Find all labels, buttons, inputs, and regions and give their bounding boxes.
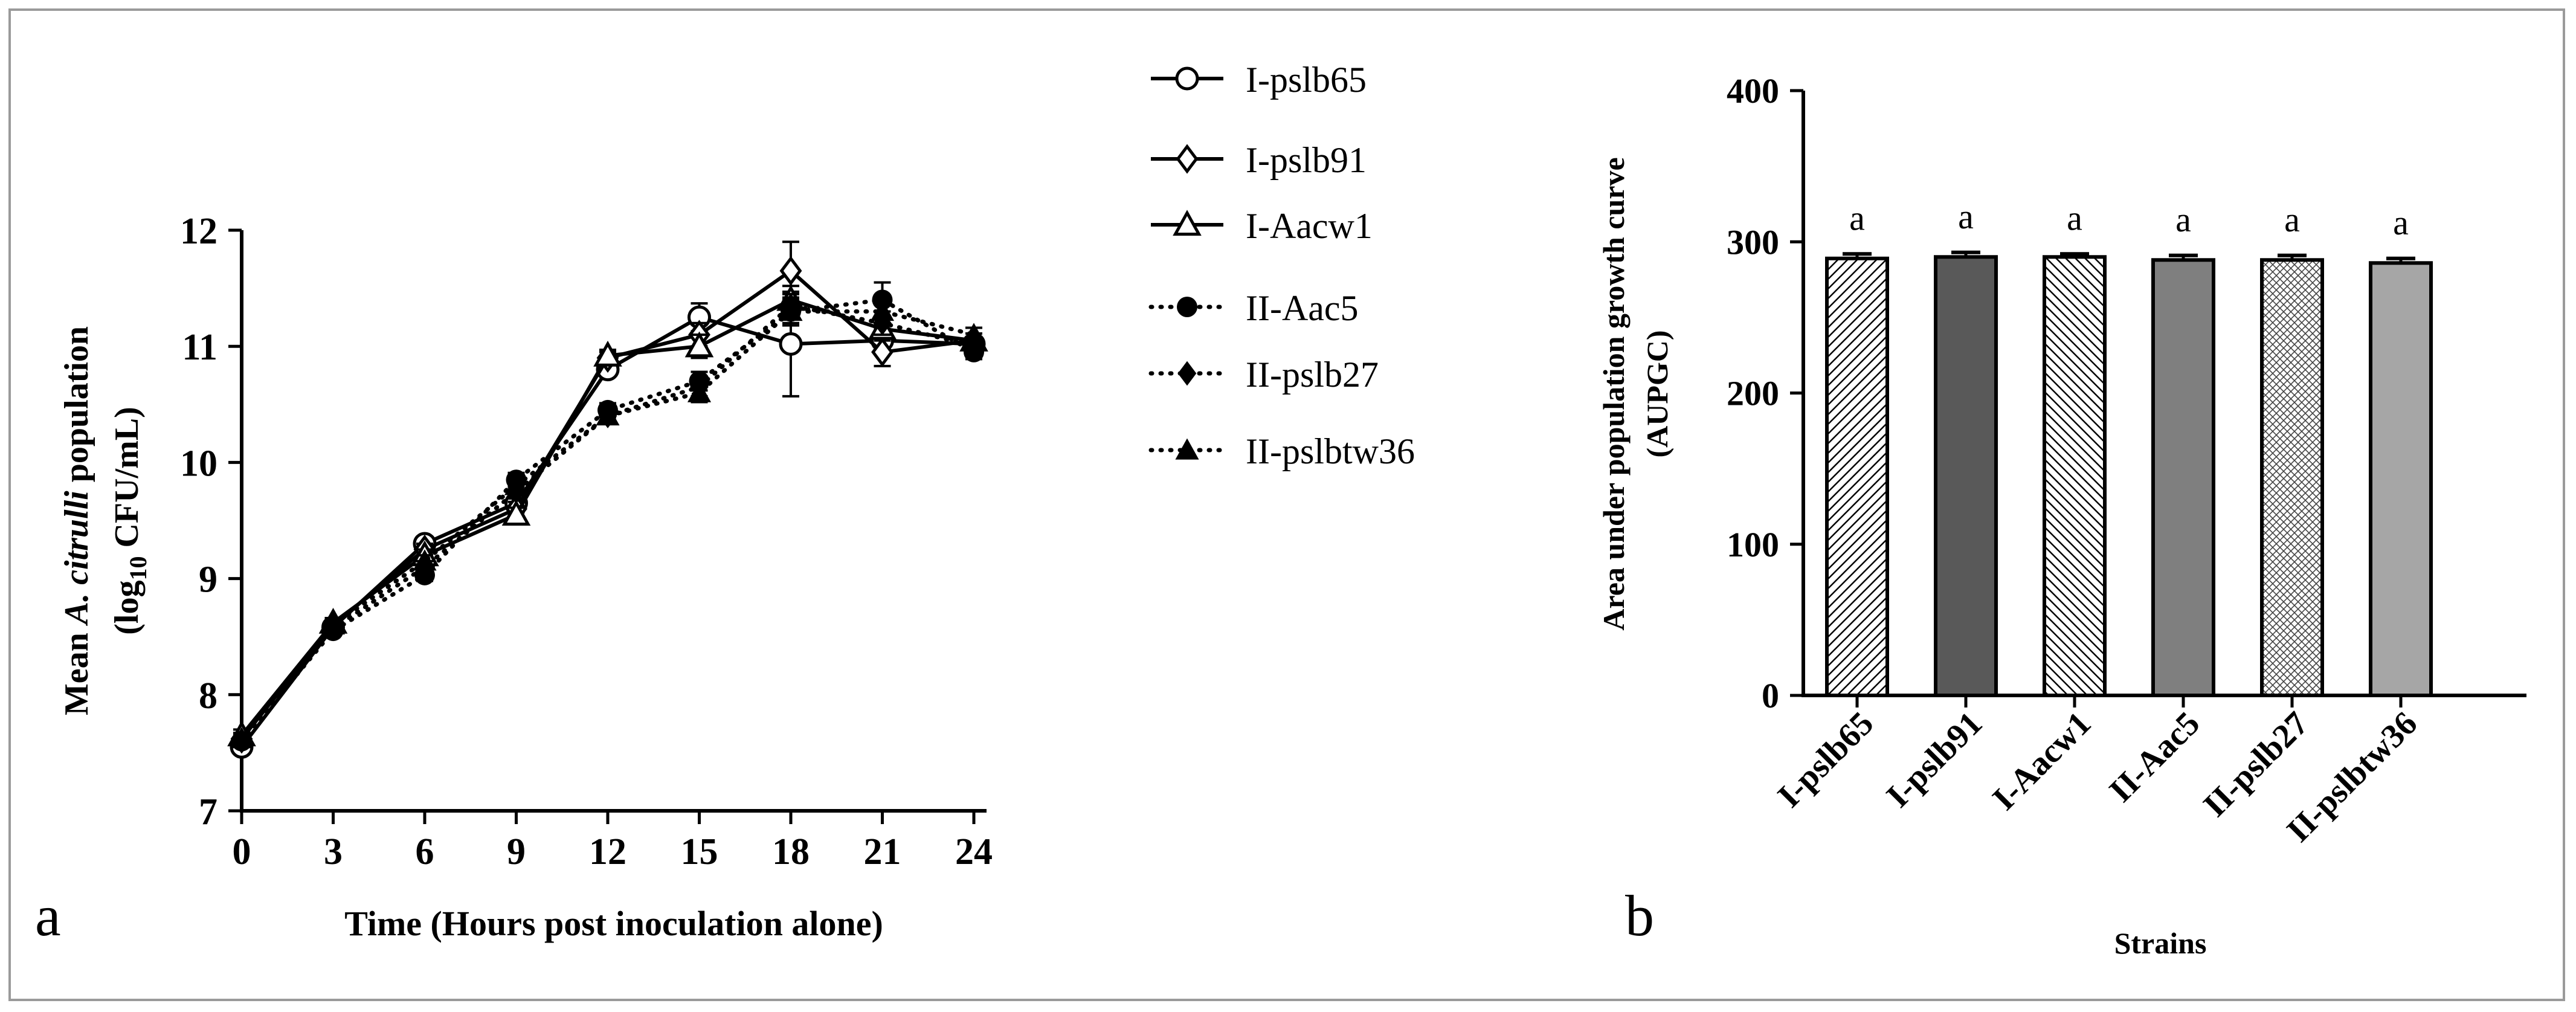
significance-letter: a: [2067, 198, 2082, 237]
y-axis-ticks: 7 8 9 10 11 12: [180, 211, 242, 833]
bar-chart-panel-b: 0 100 200 300 400 a a a a a a I-pslb65I-pslb91I-A…: [1597, 71, 2526, 960]
legend-item: II-pslb27: [1148, 355, 1379, 395]
y-axis-title-line2: (AUPGC): [1640, 330, 1674, 457]
x-axis-title: Time (Hours post inoculation alone): [344, 904, 883, 943]
significance-letter: a: [2284, 200, 2300, 239]
x-tick-label: II-Aac5: [2102, 704, 2207, 810]
significance-letter: a: [1849, 198, 1865, 237]
data-point: [504, 474, 529, 495]
x-tick-label: 0: [233, 831, 251, 872]
bar-II-pslb27: a: [2260, 200, 2324, 697]
legend-label: I-pslb91: [1246, 140, 1367, 180]
x-tick-label: I-pslb65: [1771, 704, 1881, 814]
y-tick-label: 9: [199, 559, 217, 601]
data-point: [321, 613, 346, 635]
bar-I-Aacw1: a: [2043, 198, 2107, 697]
significance-letter: a: [1958, 197, 1974, 236]
y-tick-label: 400: [1727, 71, 1779, 111]
x-tick-label: 18: [772, 831, 810, 872]
data-point: [779, 332, 803, 356]
data-point: [596, 404, 620, 426]
x-tick-label: I-pslb91: [1879, 704, 1989, 814]
significance-letter: a: [2175, 200, 2191, 239]
y-tick-label: 0: [1762, 676, 1779, 715]
y-tick-label: 12: [180, 211, 217, 252]
x-tick-label: 9: [507, 831, 526, 872]
x-axis-ticks: 0 3 6 9 12 15 18 21 24: [233, 811, 993, 872]
legend-item: I-pslb65: [1151, 60, 1367, 100]
legend-item: I-pslb91: [1151, 140, 1367, 180]
x-tick-label: 3: [324, 831, 343, 872]
legend-item: II-Aac5: [1148, 288, 1359, 328]
bar: [1934, 255, 1998, 697]
y-axis-title-line1: Area under population growth curve: [1597, 157, 1631, 630]
legend: I-pslb65 I-pslb91 I-Aacw1 II-Aac5 II-pslb27 I…: [1148, 60, 1415, 471]
legend-item: I-Aacw1: [1151, 206, 1373, 246]
series-I-pslb91: [230, 240, 985, 754]
bar: [2369, 261, 2433, 698]
y-tick-label: 300: [1727, 222, 1779, 262]
data-point: [593, 340, 622, 367]
legend-label: II-Aac5: [1246, 288, 1359, 328]
x-axis-title: Strains: [2114, 926, 2207, 960]
data-point: [687, 381, 712, 402]
y-tick-label: 10: [180, 443, 217, 484]
data-point: [779, 299, 803, 321]
bar-I-pslb65: a: [1825, 198, 1889, 697]
panel-label-a: a: [35, 883, 61, 948]
bar-II-Aac5: a: [2151, 200, 2215, 697]
legend-marker: [1177, 297, 1197, 317]
data-point: [962, 323, 986, 344]
y-tick-label: 200: [1727, 374, 1779, 413]
x-tick-label: I-Aacw1: [1985, 704, 2098, 817]
y-tick-label: 8: [199, 675, 217, 717]
bar-II-pslbtw36: a: [2369, 203, 2433, 698]
data-point: [684, 331, 714, 358]
series-I-Aacw1: [227, 285, 988, 747]
y-tick-label: 100: [1727, 525, 1779, 564]
y-axis-title-line2: (log10 CFU/mL): [108, 407, 152, 635]
legend-marker: [1177, 361, 1197, 386]
legend-marker: [1175, 438, 1199, 460]
series-line: [240, 315, 974, 749]
data-point: [230, 727, 254, 749]
data-point: [871, 337, 894, 367]
significance-letter: a: [2393, 203, 2409, 242]
y-tick-label: 11: [182, 327, 217, 368]
data-point: [413, 549, 437, 571]
legend-item: II-pslbtw36: [1148, 431, 1415, 471]
panel-label-b: b: [1625, 883, 1654, 948]
legend-label: II-pslbtw36: [1246, 431, 1415, 471]
figure-frame: [8, 8, 2565, 1001]
legend-marker: [1173, 210, 1202, 236]
bar: [2260, 258, 2324, 697]
data-point: [870, 299, 895, 321]
x-tick-label: 15: [681, 831, 718, 872]
bar: [2151, 258, 2215, 697]
legend-label: I-Aacw1: [1246, 206, 1373, 246]
series-II-pslbtw36: [230, 298, 986, 749]
data-point: [501, 500, 531, 526]
x-tick-label: 12: [589, 831, 626, 872]
legend-marker: [1176, 144, 1199, 174]
y-axis-title-line1: Mean A. citrulli population: [58, 326, 95, 715]
x-tick-label: 24: [955, 831, 993, 872]
y-axis-ticks: 0 100 200 300 400: [1727, 71, 1803, 715]
x-tick-label: 21: [864, 831, 901, 872]
line-chart-axes: [240, 230, 987, 813]
x-tick-label: 6: [416, 831, 434, 872]
legend-label: II-pslb27: [1246, 355, 1379, 395]
legend-marker: [1175, 66, 1199, 91]
bar-I-pslb91: a: [1934, 197, 1998, 697]
data-point: [779, 256, 802, 286]
legend-label: I-pslb65: [1246, 60, 1367, 100]
bar: [2043, 255, 2107, 697]
bar: [1825, 256, 1889, 697]
line-chart-panel-a: 0 3 6 9 12 15 18 21 24 7 8 9 10 11 12 Time (Hours pos…: [35, 60, 1415, 948]
y-tick-label: 7: [199, 791, 217, 833]
line-series-group: [227, 240, 988, 759]
